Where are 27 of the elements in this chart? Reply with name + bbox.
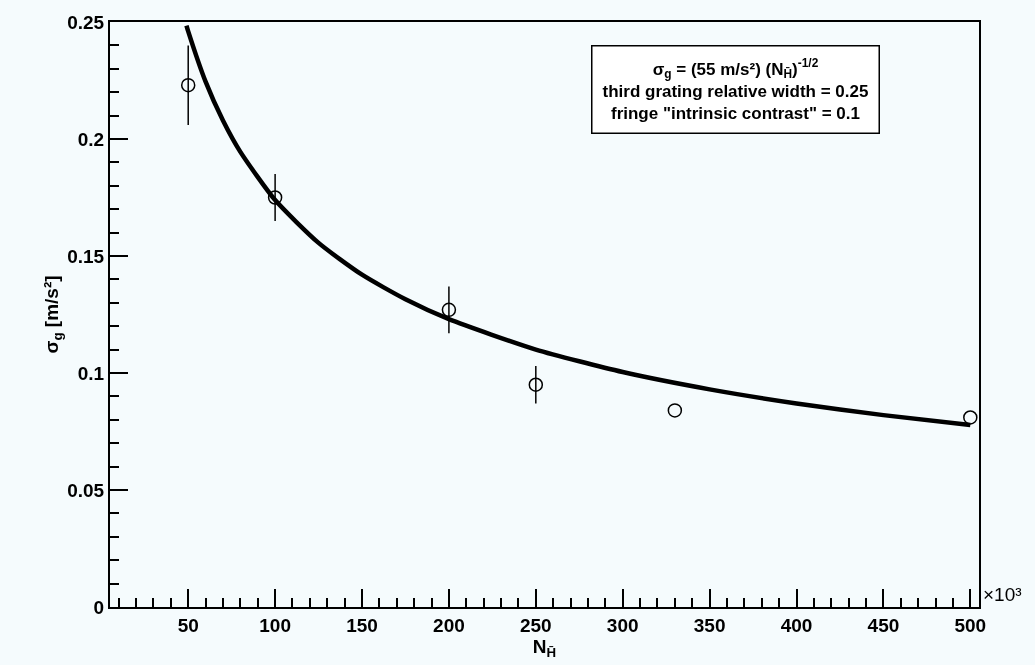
annotation: σ$_{g}$ = (55 m/s²) (N$_{H̄}$)$^{-1/2}$ xyxy=(652,56,819,82)
x-tick-label: 50 xyxy=(177,614,199,636)
x-tick-label: 200 xyxy=(433,614,465,636)
x-axis-title: N$_{H̄}$ xyxy=(532,635,557,660)
x-tick-label: 100 xyxy=(259,614,291,636)
point xyxy=(180,77,196,93)
x-tick-label: 300 xyxy=(606,614,639,636)
x-tick-label: 400 xyxy=(780,614,813,636)
x-tick-label: 350 xyxy=(693,614,726,636)
point xyxy=(267,190,283,205)
y-tick-label: 0.2 xyxy=(77,128,105,150)
annotation: fringe "intrinsic contrast" = 0.1 xyxy=(610,103,860,123)
point xyxy=(441,302,457,318)
x-tick-label: 500 xyxy=(954,614,987,636)
x-tick-label: 250 xyxy=(519,614,552,636)
point xyxy=(528,377,544,392)
text: ×10³ xyxy=(983,584,1022,605)
y-tick-label: 0.05 xyxy=(67,479,105,501)
x-tick-label: 150 xyxy=(346,614,378,636)
annotation: third grating relative width = 0.25 xyxy=(602,81,869,101)
x-tick-label: 450 xyxy=(867,614,900,636)
y-tick-label: 0.1 xyxy=(77,362,105,384)
y-tick-label: 0 xyxy=(93,596,105,618)
point xyxy=(963,410,978,425)
y-tick-label: 0.25 xyxy=(67,11,105,33)
point xyxy=(667,403,683,418)
y-tick-label: 0.15 xyxy=(67,245,105,267)
